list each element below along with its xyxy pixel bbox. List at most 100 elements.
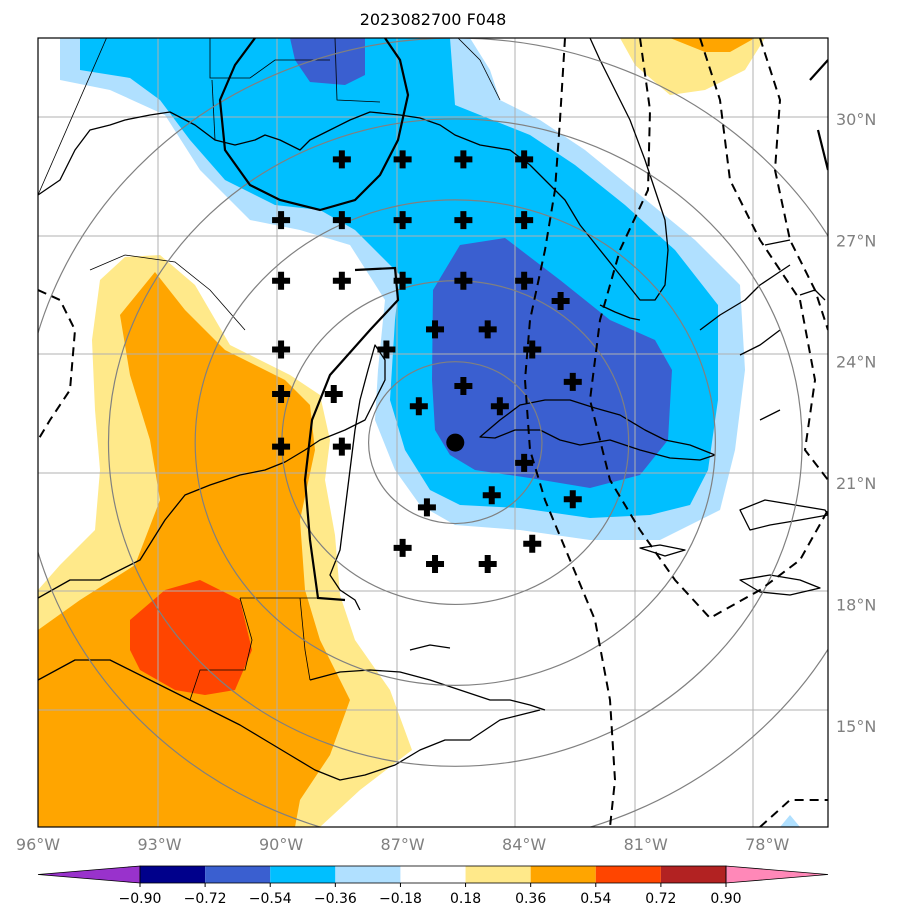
contour-gulf-north — [218, 38, 410, 212]
us-gulf-coast — [38, 38, 669, 301]
colorbar-label: 0.90 — [710, 891, 741, 907]
lat-labels: 30°N 27°N 24°N 21°N 18°N 15°N — [836, 110, 876, 736]
dashed-contour-1 — [523, 38, 617, 827]
map-title: 2023082700 F048 — [359, 10, 507, 29]
lon-label: 96°W — [16, 835, 60, 854]
significance-marker — [515, 453, 534, 472]
significance-marker — [377, 340, 396, 359]
significance-marker — [272, 340, 291, 359]
significance-marker — [393, 271, 412, 290]
storm-center-marker — [446, 433, 465, 452]
significance-marker — [417, 498, 436, 517]
positive-shading — [38, 38, 765, 827]
colorbar-segment — [595, 866, 661, 883]
significance-marker — [409, 397, 428, 416]
significance-marker — [426, 320, 445, 339]
significance-marker — [523, 340, 542, 359]
lat-label: 21°N — [836, 474, 876, 493]
lon-label: 93°W — [137, 835, 181, 854]
significance-marker — [454, 150, 473, 169]
significance-marker — [393, 538, 412, 557]
map-frame — [37, 37, 829, 828]
negative-light-patch-east — [780, 815, 800, 827]
bahamas-outline — [699, 264, 791, 421]
negative-dark-region — [432, 238, 672, 488]
significance-marker — [478, 320, 497, 339]
colorbar-segment — [140, 866, 206, 883]
colorbar-extend-high — [725, 865, 829, 884]
colorbar-label: 0.54 — [580, 891, 611, 907]
significance-marker — [454, 376, 473, 395]
colorbar-label: 0.18 — [450, 891, 481, 907]
colorbar-segment — [205, 866, 271, 883]
colorbar-label: −0.36 — [314, 891, 357, 907]
significance-marker — [272, 271, 291, 290]
colorbar-label: −0.72 — [184, 891, 227, 907]
significance-marker — [515, 150, 534, 169]
dashed-contour-4 — [759, 38, 828, 331]
distance-ring-1 — [367, 361, 543, 525]
dashed-contour-3 — [699, 38, 828, 481]
dashed-contours — [38, 38, 828, 827]
significance-marker — [515, 271, 534, 290]
colorbar-segment — [270, 866, 336, 883]
significance-marker — [332, 211, 351, 230]
hispaniola-outline — [739, 499, 828, 531]
significance-marker — [454, 271, 473, 290]
puerto-rico-outline — [739, 574, 821, 596]
colorbar-segment — [400, 866, 466, 883]
significance-marker — [272, 437, 291, 456]
colorbar-label: −0.90 — [119, 891, 162, 907]
distance-ring-4 — [107, 118, 803, 767]
contour-yucatan — [303, 266, 400, 602]
significance-marker — [478, 555, 497, 573]
significance-marker — [332, 271, 351, 290]
florida-keys — [599, 304, 641, 321]
solid-contours — [218, 38, 828, 602]
distance-ring-3 — [194, 199, 716, 686]
lon-label: 87°W — [381, 835, 425, 854]
colorbar-extend-low — [37, 865, 141, 884]
significance-marker — [490, 397, 509, 416]
lon-label: 81°W — [624, 835, 668, 854]
significance-marker — [563, 490, 582, 509]
significance-marker — [393, 211, 412, 230]
colorbar-label: 0.72 — [645, 891, 676, 907]
lat-label: 24°N — [836, 353, 876, 372]
significance-marker — [563, 372, 582, 391]
positive-dark-region — [130, 580, 252, 695]
dashed-contour-5 — [38, 289, 77, 441]
significance-marker — [393, 150, 412, 169]
map-area — [38, 38, 828, 827]
lon-label: 84°W — [502, 835, 546, 854]
lon-label: 90°W — [259, 835, 303, 854]
significance-marker — [482, 486, 501, 505]
gridlines — [38, 38, 828, 827]
lat-label: 15°N — [836, 717, 876, 736]
significance-marker — [515, 211, 534, 230]
significance-marker — [272, 385, 291, 404]
significance-marker — [272, 211, 291, 230]
coastlines — [38, 38, 828, 781]
significance-marker — [551, 292, 570, 310]
significance-marker — [454, 211, 473, 230]
yucatan-coast — [38, 344, 386, 611]
significance-markers — [272, 150, 582, 573]
colorbar: −0.90 −0.72 −0.54 −0.36 −0.18 0.18 0.36 0.54 0.7… — [37, 865, 829, 907]
negative-dark-region-north — [290, 38, 365, 85]
significance-marker — [523, 534, 542, 553]
colorbar-segment — [530, 866, 596, 883]
colorbar-frame — [139, 865, 727, 884]
lon-label: 78°W — [745, 835, 789, 854]
colorbar-label: −0.54 — [249, 891, 292, 907]
dashed-contour-2 — [588, 38, 828, 620]
lat-label: 30°N — [836, 110, 876, 129]
political-borders — [38, 38, 501, 701]
colorbar-label: 0.36 — [515, 891, 546, 907]
positive-mid-region-north — [670, 38, 755, 52]
lat-label: 18°N — [836, 595, 876, 614]
colorbar-label: −0.18 — [379, 891, 422, 907]
significance-marker — [332, 150, 351, 169]
lon-labels: 96°W 93°W 90°W 87°W 84°W 81°W 78°W — [16, 835, 790, 854]
